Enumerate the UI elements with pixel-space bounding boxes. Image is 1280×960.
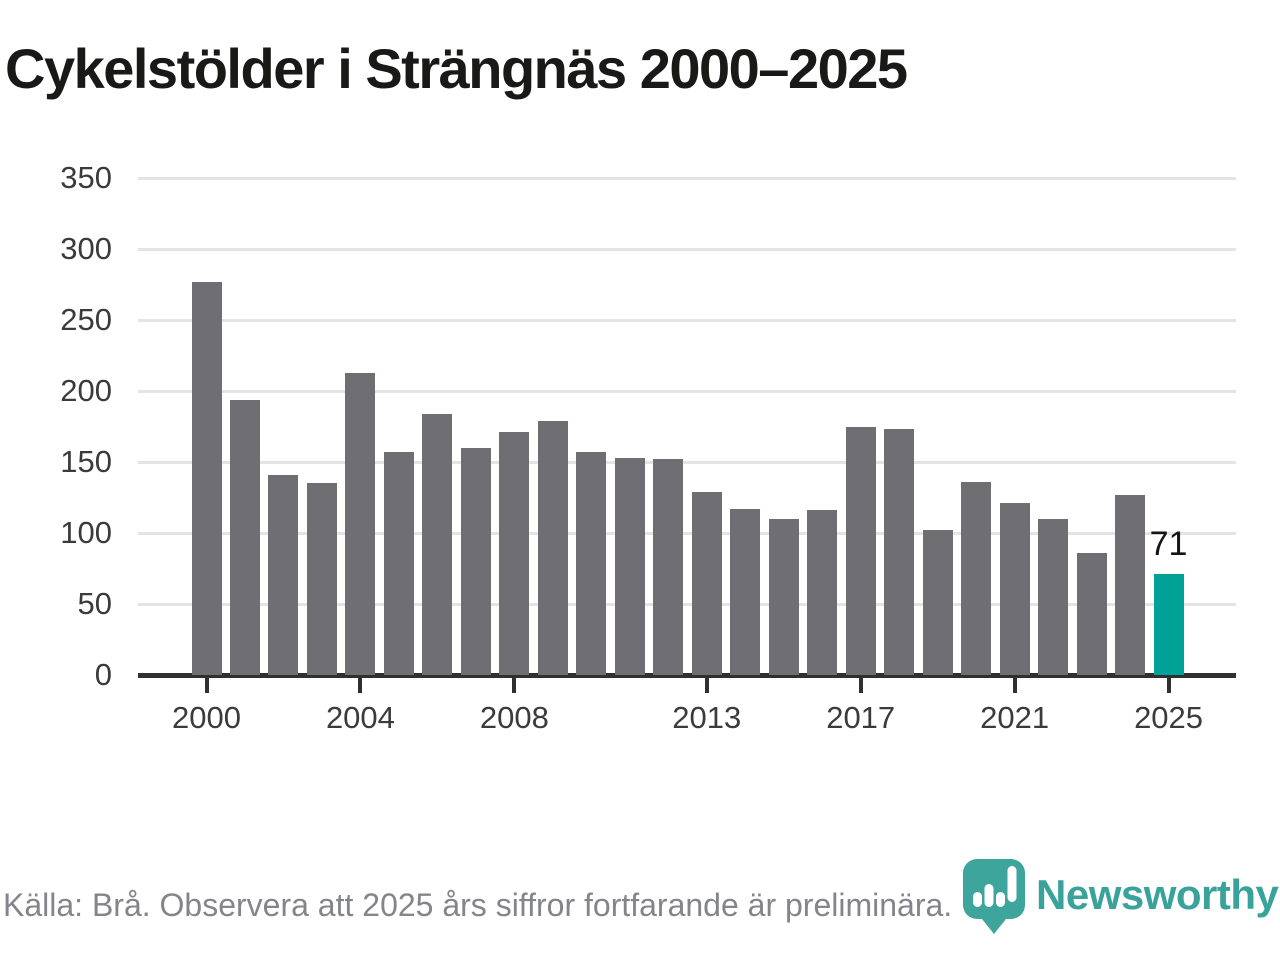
gridline-200 (138, 389, 1236, 393)
bar-2005 (383, 452, 414, 675)
y-tick-label-350: 350 (60, 160, 112, 195)
y-tick-label-150: 150 (60, 444, 112, 479)
gridline-300 (138, 247, 1236, 251)
y-tick-label-250: 250 (60, 302, 112, 337)
bar-2024 (1115, 494, 1146, 675)
gridline-350 (138, 176, 1236, 180)
bar-value-label: 71 (1149, 525, 1188, 564)
y-tick-label-50: 50 (77, 586, 112, 621)
x-tick-2021 (1012, 678, 1017, 693)
x-tick-label-2025: 2025 (1134, 700, 1204, 735)
x-tick-2008 (512, 678, 517, 693)
bar-2003 (306, 483, 337, 675)
bar-2020 (961, 481, 992, 675)
source-note: Källa: Brå. Observera att 2025 års siffr… (3, 887, 953, 923)
x-tick-label-2017: 2017 (826, 700, 896, 735)
chart-title: Cykelstölder i Strängnäs 2000–2025 (5, 37, 908, 100)
bar-2019 (922, 530, 953, 675)
bar-2014 (730, 508, 761, 675)
bar-2010 (576, 452, 607, 675)
x-tick-2017 (858, 678, 863, 693)
bar-2013 (691, 491, 722, 675)
bar-2002 (268, 474, 299, 675)
x-tick-label-2013: 2013 (672, 700, 742, 735)
bar-2017 (845, 426, 876, 675)
newsworthy-logo: Newsworthy (963, 859, 1279, 943)
bar-2012 (653, 459, 684, 675)
y-tick-label-200: 200 (60, 373, 112, 408)
gridline-150 (138, 460, 1236, 464)
bar-2006 (422, 413, 453, 675)
bar-2011 (614, 457, 645, 675)
x-tick-label-2008: 2008 (479, 700, 549, 735)
bar-2023 (1076, 552, 1107, 675)
newsworthy-logo-text: Newsworthy (1036, 871, 1279, 918)
gridline-250 (138, 318, 1236, 322)
x-axis-line (138, 673, 1236, 678)
bar-2021 (999, 503, 1030, 675)
bar-2022 (1038, 518, 1069, 675)
bar-2018 (884, 429, 915, 675)
gridline-50 (138, 602, 1236, 606)
bar-2015 (768, 518, 799, 675)
x-tick-label-2021: 2021 (980, 700, 1050, 735)
bar-2000 (191, 281, 222, 675)
x-tick-2000 (204, 678, 209, 693)
x-tick-2004 (358, 678, 363, 693)
bar-2004 (345, 372, 376, 675)
bar-2016 (807, 510, 838, 675)
gridline-100 (138, 531, 1236, 535)
bar-2009 (537, 420, 568, 675)
bar-2025 (1153, 574, 1184, 675)
x-tick-label-2004: 2004 (325, 700, 395, 735)
bar-2008 (499, 432, 530, 675)
y-tick-label-100: 100 (60, 515, 112, 550)
newsworthy-chart-pin-icon (963, 859, 1025, 934)
bar-2007 (460, 447, 491, 675)
x-tick-2025 (1166, 678, 1171, 693)
y-tick-label-300: 300 (60, 231, 112, 266)
bar-2001 (229, 399, 260, 675)
x-tick-label-2000: 2000 (172, 700, 241, 735)
x-tick-2013 (704, 678, 709, 693)
y-tick-label-0: 0 (94, 657, 112, 692)
